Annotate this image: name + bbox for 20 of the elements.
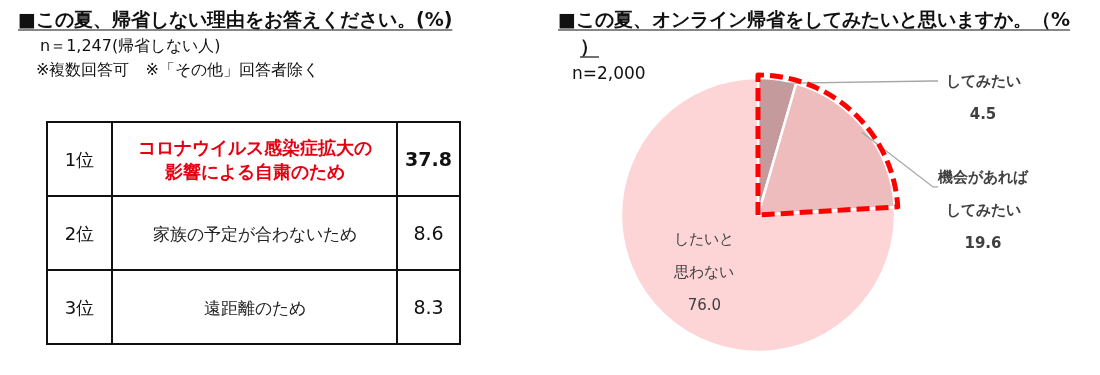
category-label: 遠距離のため [203, 298, 306, 318]
text: n＝1,247(帰省しない人) [40, 36, 221, 55]
data-label: 19.6 [964, 234, 1002, 252]
slice-label: 機会があればしてみたい [937, 168, 1029, 219]
chart-subtitle: n=2,000 [572, 63, 646, 83]
data-label: 4.5 [969, 105, 997, 123]
category-label: 3位 [64, 297, 95, 318]
data-label: 8.6 [413, 222, 444, 244]
slice-label: してみたい [945, 72, 1021, 90]
data-label: 8.3 [413, 296, 444, 318]
slice-label: したいと思わない [673, 229, 735, 281]
category-label: コロナウイルス感染症拡大の影響による自粛のため [137, 137, 372, 182]
data-label: 76.0 [687, 295, 722, 314]
category-label: 1位 [64, 149, 95, 170]
category-label: 家族の予定が合わないため [152, 224, 357, 244]
chart-title: ■この夏、オンライン帰省をしてみたいと思いますか。（%） [558, 8, 1070, 57]
category-label: 2位 [64, 223, 95, 244]
text: ※複数回答可 ※「その他」回答者除く [36, 60, 319, 79]
data-label: 37.8 [405, 148, 452, 170]
text: ■この夏、帰省しない理由をお答えください。(%) [18, 8, 453, 30]
